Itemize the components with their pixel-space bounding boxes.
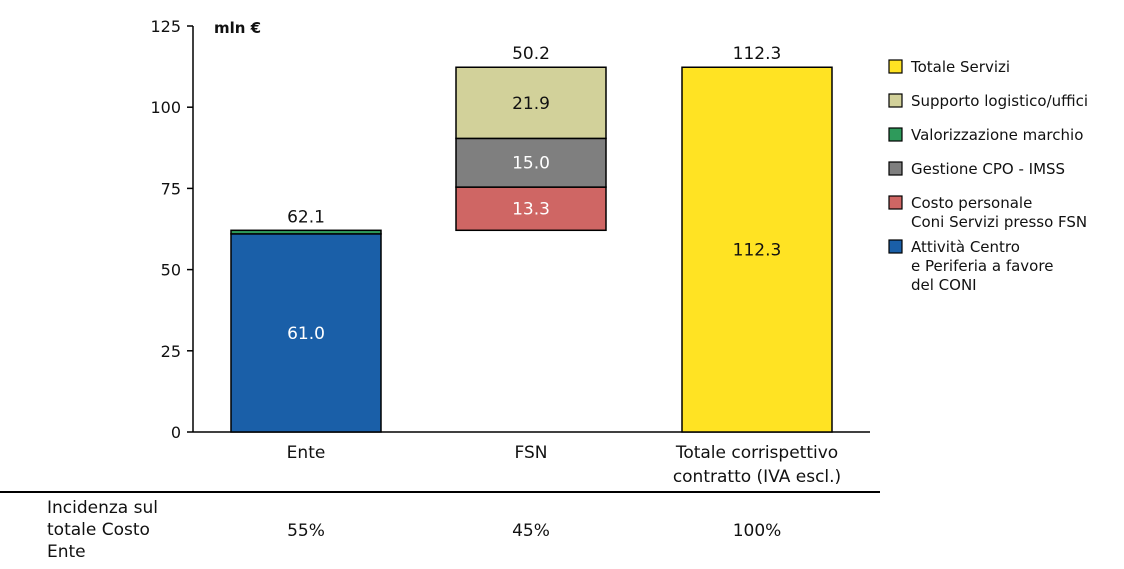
segment-value-label: 15.0 [512,154,550,174]
bar-segment-totale [681,66,833,433]
y-tick-label: 0 [171,423,181,442]
y-tick-label: 100 [150,98,181,117]
unit-label: mln € [214,19,261,37]
legend-label-attivita: Attività Centro [911,238,1020,256]
legend-label-attivita: del CONI [911,276,977,294]
bar-segment-costo [455,186,607,232]
incidenza-value: 55% [287,521,325,541]
y-tick-label: 125 [150,17,181,36]
legend-swatch-marchio [888,127,903,142]
legend-label-costo: Coni Servizi presso FSN [911,213,1087,231]
x-category-label: Totale corrispettivo [675,443,838,463]
bar-labels: 61.0 62.1 13.3 15.0 21.9 50.2 112.3 112.3 [287,44,781,344]
legend-label-totale: Totale Servizi [910,58,1010,76]
segment-value-label: 112.3 [733,241,782,261]
bar-total-label: 112.3 [733,44,782,64]
legend-swatch-supporto [888,93,903,108]
bar-total-label: 62.1 [287,207,325,227]
bars [230,66,833,433]
bar-segment-cpo [455,137,607,188]
legend-swatch-cpo [888,161,903,176]
legend-label-supporto: Supporto logistico/uffici [911,92,1088,110]
legend-label-attivita: e Periferia a favore [911,257,1053,275]
legend: Totale Servizi Supporto logistico/uffici V… [888,58,1088,294]
x-category-label: Ente [287,443,326,463]
segment-value-label: 21.9 [512,94,550,114]
bar-total-label: 50.2 [512,44,550,64]
incidenza-value: 100% [733,521,782,541]
y-tick-label: 50 [161,261,181,280]
incidenza-label: Incidenza sul [47,498,158,518]
legend-label-costo: Costo personale [911,194,1032,212]
y-tick-label: 25 [161,342,181,361]
incidenza-value: 45% [512,521,550,541]
incidenza-label: totale Costo [47,520,150,540]
axes: 0 25 50 75 100 125 Ente FSN Totale corrispettivo… [150,17,870,487]
legend-swatch-costo [888,195,903,210]
bar-segment-supporto [455,66,607,140]
segment-value-label: 61.0 [287,324,325,344]
legend-swatch-attivita [888,239,903,254]
bar-segment-attivita [230,233,382,433]
legend-swatch-totale [888,59,903,74]
incidenza-label: Ente [47,542,86,562]
x-category-label: contratto (IVA escl.) [673,467,841,487]
segment-value-label: 13.3 [512,200,550,220]
bar-segment-marchio [230,229,382,235]
legend-label-marchio: Valorizzazione marchio [911,126,1083,144]
y-tick-label: 75 [161,179,181,198]
legend-label-cpo: Gestione CPO - IMSS [911,160,1065,178]
x-category-label: FSN [515,443,548,463]
